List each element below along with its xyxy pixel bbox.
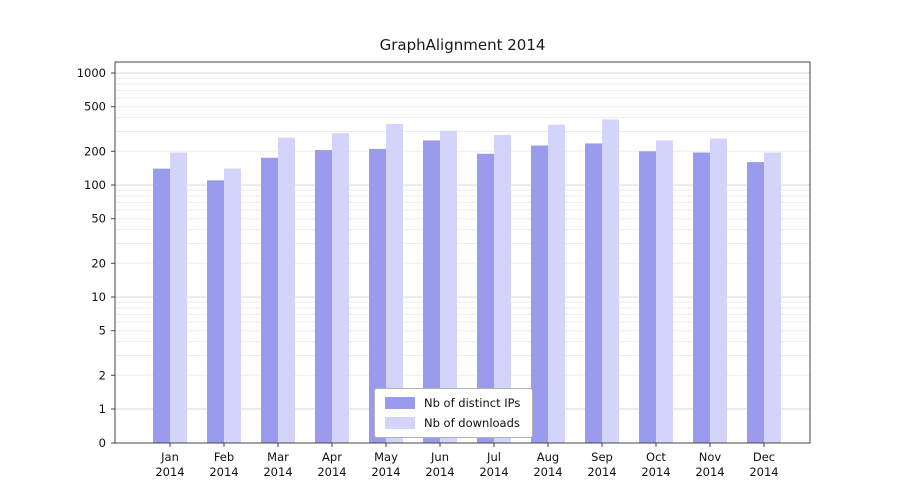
legend-label-downloads: Nb of downloads (424, 416, 520, 430)
bar-series-0 (369, 148, 386, 443)
legend: Nb of distinct IPs Nb of downloads (374, 388, 534, 438)
chart-title: GraphAlignment 2014 (379, 36, 546, 54)
x-tick-year: 2014 (425, 465, 454, 479)
bar-series-1 (386, 124, 403, 443)
x-tick-month: Aug (537, 450, 559, 464)
x-tick-month: Jan (160, 450, 179, 464)
x-tick-month: Apr (322, 450, 342, 464)
x-tick-month: Dec (753, 450, 775, 464)
x-tick-month: Feb (214, 450, 234, 464)
y-tick-label: 2 (99, 368, 106, 382)
x-tick-year: 2014 (695, 465, 724, 479)
bar-series-1 (278, 137, 295, 443)
bar-series-1 (332, 133, 349, 443)
x-tick-month: Oct (646, 450, 666, 464)
bar-series-0 (153, 168, 170, 443)
y-tick-label: 10 (91, 290, 106, 304)
bar-series-1 (656, 140, 673, 443)
x-tick-year: 2014 (317, 465, 346, 479)
bar-series-1 (494, 134, 511, 443)
bar-series-1 (170, 152, 187, 444)
x-tick-year: 2014 (749, 465, 778, 479)
bar-series-0 (639, 151, 656, 443)
plot-frame (114, 61, 811, 444)
y-tick-label: 1 (99, 402, 106, 416)
x-tick-year: 2014 (209, 465, 238, 479)
x-tick-month: May (374, 450, 398, 464)
bar-series-0 (261, 157, 278, 444)
legend-swatch-distinct-ips-icon (385, 397, 415, 409)
bar-series-0 (747, 162, 764, 444)
bar-series-1 (602, 119, 619, 443)
x-tick-year: 2014 (263, 465, 292, 479)
x-tick-year: 2014 (479, 465, 508, 479)
bar-series-0 (423, 140, 440, 443)
x-tick-year: 2014 (641, 465, 670, 479)
legend-item-distinct-ips: Nb of distinct IPs (385, 396, 520, 410)
y-tick-label: 20 (91, 256, 106, 270)
bar-series-0 (315, 150, 332, 444)
x-tick-year: 2014 (155, 465, 184, 479)
y-tick-label: 500 (84, 100, 106, 114)
x-tick-year: 2014 (533, 465, 562, 479)
x-tick-month: Jul (486, 450, 501, 464)
bar-series-0 (585, 143, 602, 443)
y-tick-label: 100 (84, 178, 106, 192)
legend-label-distinct-ips: Nb of distinct IPs (424, 396, 521, 410)
y-tick-label: 0 (99, 436, 106, 450)
x-tick-month: Mar (267, 450, 289, 464)
bar-series-1 (764, 152, 781, 444)
bar-series-1 (440, 130, 457, 443)
x-tick-month: Sep (591, 450, 613, 464)
bar-series-0 (693, 152, 710, 444)
bar-series-0 (207, 180, 224, 443)
x-tick-month: Jun (430, 450, 449, 464)
bar-series-0 (477, 153, 494, 443)
y-tick-label: 200 (84, 144, 106, 158)
bar-series-1 (224, 168, 241, 443)
y-tick-label: 50 (91, 212, 106, 226)
y-tick-label: 1000 (77, 66, 106, 80)
bar-series-0 (531, 145, 548, 444)
x-tick-year: 2014 (587, 465, 616, 479)
legend-item-downloads: Nb of downloads (385, 416, 520, 430)
legend-swatch-downloads-icon (385, 417, 415, 429)
bar-series-1 (710, 138, 727, 443)
x-tick-month: Nov (699, 450, 722, 464)
bar-series-1 (548, 124, 565, 444)
y-tick-label: 5 (99, 324, 106, 338)
x-tick-year: 2014 (371, 465, 400, 479)
